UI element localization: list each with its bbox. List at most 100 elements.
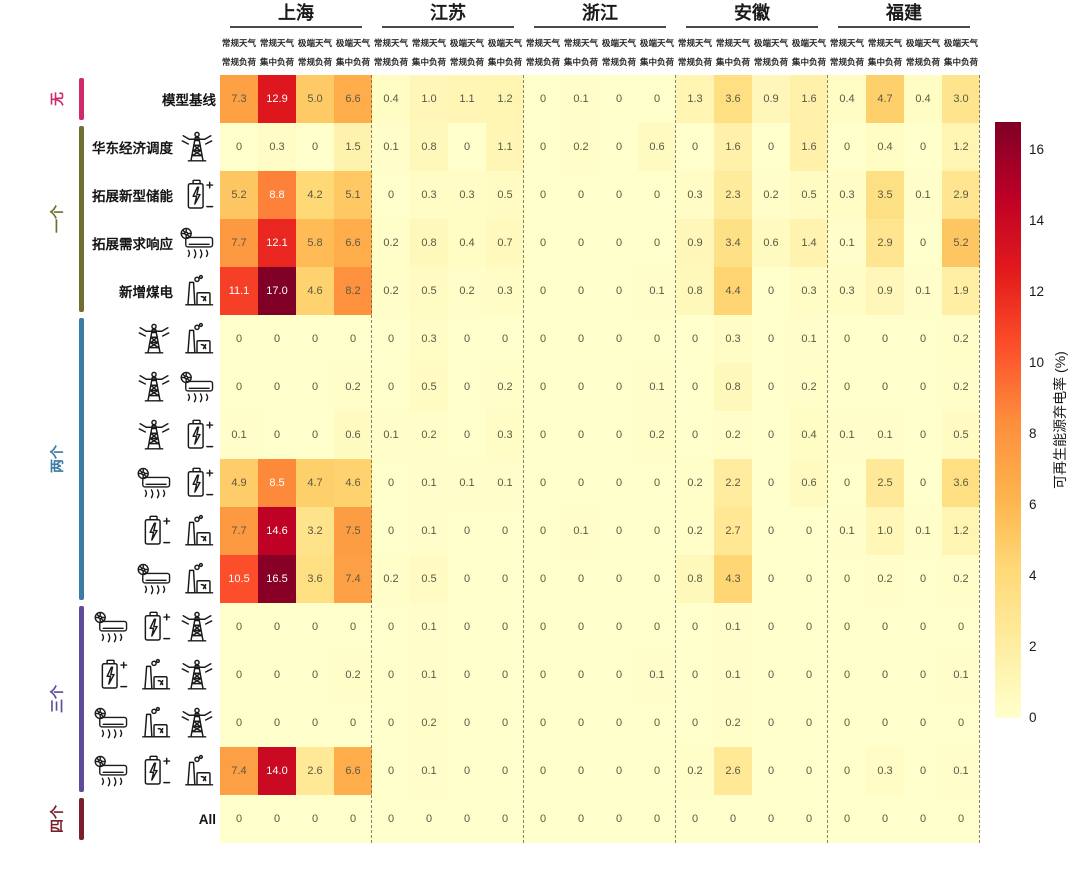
row-label-text: 华东经济调度 (92, 141, 173, 156)
heatmap-cell: 5.0 (296, 75, 334, 123)
heatmap-cell: 0.2 (410, 411, 448, 459)
scenario-header: 常规天气 常规负荷 (829, 38, 865, 67)
colorbar-tick: 4 (1029, 568, 1037, 584)
heatmap-cell: 0.4 (904, 75, 942, 123)
province-separator (675, 75, 676, 843)
colorbar-tick: 14 (1029, 213, 1045, 229)
province-separator (523, 75, 524, 843)
heatmap-cell: 0 (790, 651, 828, 699)
heatmap-cell: 5.2 (942, 219, 980, 267)
coal-plant-icon (178, 560, 216, 598)
heatmap-cell: 0 (904, 603, 942, 651)
heatmap-cell: 0.3 (258, 123, 296, 171)
heatmap-cell: 0 (904, 315, 942, 363)
heatmap-cell: 0.5 (790, 171, 828, 219)
row-group-bar (79, 798, 84, 840)
heatmap-cell: 0 (866, 603, 904, 651)
heatmap-cell: 3.6 (714, 75, 752, 123)
heatmap-cell: 0.1 (904, 507, 942, 555)
heatmap-cell: 4.4 (714, 267, 752, 315)
heatmap-cell: 3.2 (296, 507, 334, 555)
heatmap-cell: 0 (486, 651, 524, 699)
heatmap-cell: 8.8 (258, 171, 296, 219)
heatmap-cell: 0 (714, 795, 752, 843)
heatmap-cell: 0 (448, 651, 486, 699)
scenario-header: 极端天气 集中负荷 (487, 38, 523, 67)
heatmap-cell: 0 (752, 123, 790, 171)
province-underline (534, 26, 666, 28)
heatmap-cell: 0.1 (562, 75, 600, 123)
heatmap-cell: 0 (904, 411, 942, 459)
scenario-header: 极端天气 常规负荷 (753, 38, 789, 67)
heatmap-cell: 0 (410, 795, 448, 843)
heatmap-cell: 0 (866, 363, 904, 411)
scenario-header: 常规天气 集中负荷 (411, 38, 447, 67)
heatmap-cell: 0.1 (828, 219, 866, 267)
heatmap-cell: 0 (524, 171, 562, 219)
heatmap-cell: 0 (448, 363, 486, 411)
heatmap-cell: 0 (524, 555, 562, 603)
heatmap-cell: 0 (676, 315, 714, 363)
heatmap-cell: 0.1 (410, 747, 448, 795)
heatmap-cell: 0.8 (676, 555, 714, 603)
heatmap-cell: 0.6 (752, 219, 790, 267)
heatmap-cell: 2.6 (714, 747, 752, 795)
heatmap-cell: 0 (524, 363, 562, 411)
heatmap-cell: 0 (600, 699, 638, 747)
scenario-header: 常规天气 常规负荷 (221, 38, 257, 67)
heatmap-cell: 0 (562, 555, 600, 603)
row-group-label: 三个 (49, 685, 65, 713)
row-group-label: 无 (49, 92, 65, 106)
heatmap-cell: 0 (600, 459, 638, 507)
heatmap-cell: 7.4 (334, 555, 372, 603)
heatmap-cell: 0.2 (638, 411, 676, 459)
heatmap-cell: 0.4 (448, 219, 486, 267)
heatmap-cell: 0 (638, 75, 676, 123)
row-label-text: 模型基线 (162, 93, 216, 108)
row-group-bar (79, 318, 84, 600)
heatmap-cell: 0 (676, 699, 714, 747)
colorbar-gradient (995, 122, 1021, 718)
heatmap-cell: 0.1 (372, 123, 410, 171)
heatmap-cell: 0 (752, 315, 790, 363)
heatmap-cell: 0 (638, 603, 676, 651)
heatmap-cell: 0.3 (410, 171, 448, 219)
heatmap-cell: 0 (942, 699, 980, 747)
ac-icon (178, 368, 216, 406)
heatmap-cell: 0 (448, 315, 486, 363)
heatmap-cell: 0 (562, 459, 600, 507)
heatmap-cell: 0 (562, 795, 600, 843)
heatmap-cell: 0 (372, 795, 410, 843)
heatmap-cell: 0 (638, 459, 676, 507)
heatmap-cell: 2.9 (866, 219, 904, 267)
row-label (84, 363, 216, 411)
heatmap-cell: 3.5 (866, 171, 904, 219)
heatmap-cell: 3.4 (714, 219, 752, 267)
heatmap-cell: 0.1 (714, 603, 752, 651)
heatmap-cell: 17.0 (258, 267, 296, 315)
heatmap-cell: 0 (372, 459, 410, 507)
heatmap-cell: 0 (600, 123, 638, 171)
heatmap-cell: 0 (676, 651, 714, 699)
colorbar-tick: 2 (1029, 639, 1037, 655)
province-underline (382, 26, 514, 28)
heatmap-cell: 0 (752, 267, 790, 315)
heatmap-cell: 0 (638, 795, 676, 843)
heatmap-cell: 0.1 (942, 651, 980, 699)
heatmap-cell: 0 (372, 507, 410, 555)
heatmap-cell: 0 (866, 315, 904, 363)
heatmap-cell: 2.5 (866, 459, 904, 507)
heatmap-cell: 0.8 (410, 219, 448, 267)
heatmap-cell: 0.2 (714, 699, 752, 747)
heatmap-cell: 0 (372, 699, 410, 747)
heatmap-cell: 0.1 (410, 651, 448, 699)
heatmap-cell: 0 (904, 363, 942, 411)
heatmap-cell: 0.2 (752, 171, 790, 219)
heatmap-cell: 7.7 (220, 507, 258, 555)
heatmap-cell: 1.2 (942, 507, 980, 555)
heatmap-cell: 0 (866, 651, 904, 699)
heatmap-cell: 0 (448, 123, 486, 171)
heatmap-cell: 8.5 (258, 459, 296, 507)
heatmap-cell: 0.3 (676, 171, 714, 219)
